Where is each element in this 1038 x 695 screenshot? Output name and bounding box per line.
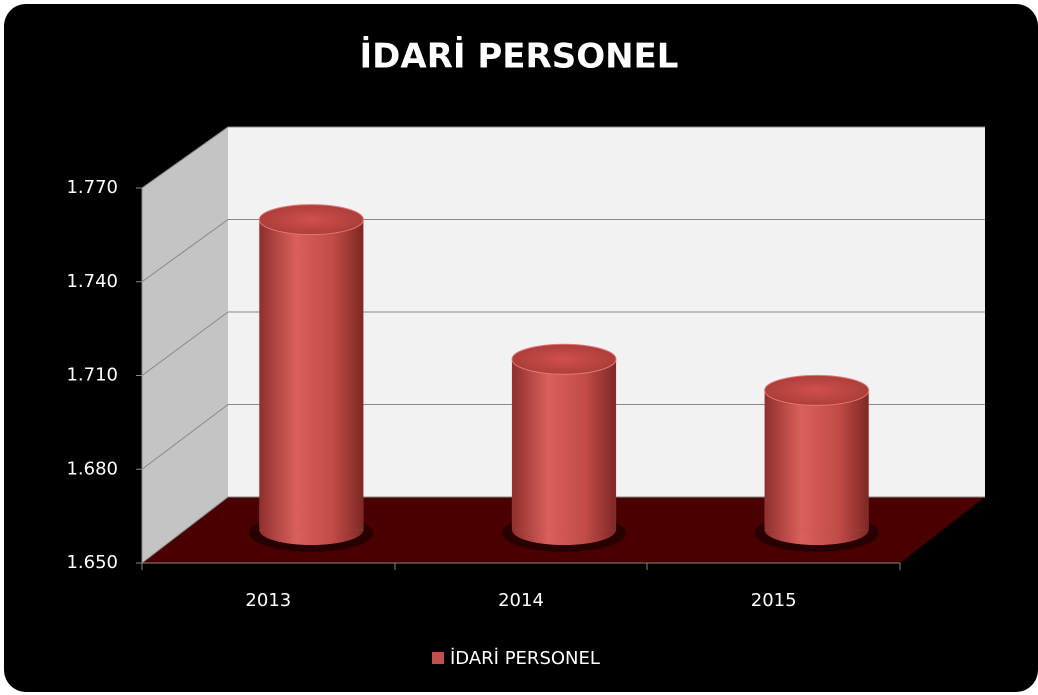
chart-title: İDARİ PERSONEL [360,36,679,77]
y-tick-label: 1.770 [66,177,118,198]
y-tick-label: 1.680 [66,458,118,479]
legend-label: İDARİ PERSONEL [450,648,600,669]
x-tick-label: 2013 [245,590,291,611]
bar-top [511,343,617,375]
grid-line [141,311,229,376]
side-wall [142,127,228,563]
y-tick-label: 1.740 [66,271,118,292]
y-tick-label: 1.650 [66,552,118,573]
x-tick-label: 2014 [498,590,544,611]
x-tick-label: 2015 [751,590,797,611]
y-tick-label: 1.710 [66,365,118,386]
bar [511,358,617,531]
bar-top [764,374,870,406]
grid-line [141,404,229,470]
grid-line [141,126,229,189]
bar [764,389,870,531]
grid-line [141,496,229,564]
bar-top [258,204,364,236]
bar [258,219,364,531]
legend-swatch [432,652,444,664]
grid-line [141,219,229,283]
